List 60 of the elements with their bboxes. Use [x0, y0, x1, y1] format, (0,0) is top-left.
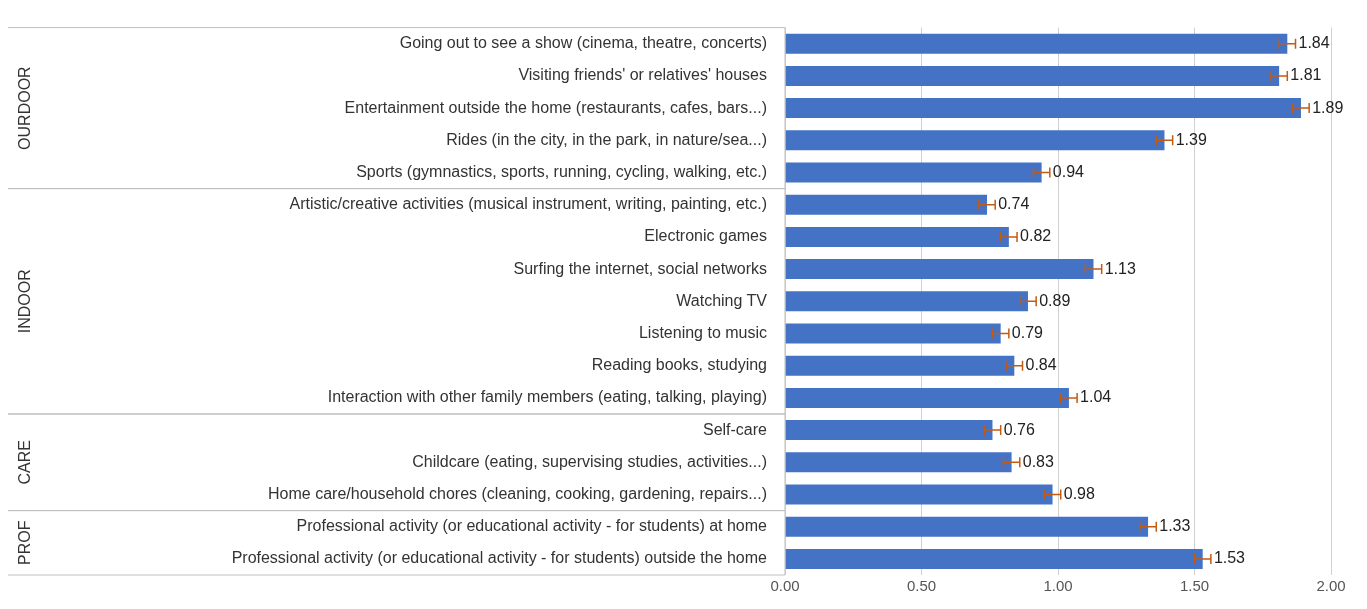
y-tick-label: Interaction with other family members (eating, talking, playing)	[327, 388, 767, 406]
bar	[785, 387, 1069, 408]
y-tick-label: Sports (gymnastics, sports, running, cycling, walking, etc.)	[356, 162, 767, 180]
bar	[785, 65, 1280, 86]
bar	[785, 452, 1012, 473]
data-label: 0.98	[1063, 484, 1095, 502]
bar	[785, 226, 1009, 247]
bar	[785, 33, 1288, 54]
y-tick-label: Going out to see a show (cinema, theatre, concerts)	[399, 34, 767, 52]
data-label: 0.84	[1025, 356, 1057, 374]
y-tick-label: Surfing the internet, social networks	[513, 259, 767, 277]
x-tick-label: 0.00	[770, 577, 800, 595]
y-tick-label: Professional activity (or educational activity - for students) outside the home	[231, 549, 768, 567]
data-label: 0.82	[1020, 227, 1052, 245]
text: OURDOOR	[16, 66, 34, 150]
data-label: 0.94	[1052, 162, 1085, 180]
bar	[785, 194, 988, 215]
y-tick-label: Entertainment outside the home (restaurants, cafes, bars...)	[344, 98, 767, 116]
bar	[785, 291, 1028, 312]
y-tick-label: Artistic/creative activities (musical instrument, writing, painting, etc.)	[289, 195, 767, 213]
y-tick-label: Childcare (eating, supervising studies, activities...)	[412, 452, 767, 470]
bar	[785, 323, 1001, 344]
text: PROF	[16, 520, 34, 566]
y-tick-label: Listening to music	[638, 323, 767, 341]
bar	[785, 259, 1094, 280]
text: INDOOR	[16, 269, 34, 334]
x-tick-label: 0.50	[906, 577, 937, 595]
bar	[785, 484, 1053, 505]
data-label: 1.04	[1080, 388, 1112, 406]
data-label: 0.79	[1011, 323, 1044, 341]
y-tick-label: Professional activity (or educational activity - for students) at home	[296, 517, 768, 535]
data-label: 1.39	[1175, 130, 1207, 148]
x-tick-label: 1.00	[1043, 577, 1073, 595]
data-label: 1.53	[1213, 549, 1246, 567]
y-tick-label: Self-care	[702, 420, 768, 438]
bar	[785, 548, 1203, 569]
data-label: 0.74	[998, 195, 1030, 213]
bar	[785, 355, 1015, 376]
bar	[785, 420, 993, 441]
bar	[785, 516, 1149, 537]
y-tick-label: Electronic games	[644, 227, 767, 245]
x-tick-label: 1.50	[1179, 577, 1210, 595]
bar	[785, 130, 1165, 151]
x-tick-label: 2.00	[1316, 577, 1346, 595]
y-tick-label: Visiting friends' or relatives' houses	[518, 66, 767, 84]
y-tick-label: Watching TV	[676, 291, 768, 309]
bar	[785, 162, 1042, 183]
data-label: 1.84	[1298, 34, 1330, 52]
data-label: 1.33	[1159, 517, 1191, 535]
data-label: 0.89	[1039, 291, 1071, 309]
bar	[785, 98, 1301, 119]
y-tick-label: Rides (in the city, in the park, in nature/sea...)	[446, 130, 767, 148]
data-label: 0.76	[1003, 420, 1035, 438]
data-label: 1.81	[1290, 66, 1322, 84]
y-tick-label: Reading books, studying	[591, 356, 767, 374]
data-label: 1.13	[1104, 259, 1136, 277]
data-label: 1.89	[1312, 98, 1344, 116]
text: CARE	[16, 440, 34, 485]
data-label: 0.83	[1022, 452, 1055, 470]
y-tick-label: Home care/household chores (cleaning, cooking, gardening, repairs...)	[268, 484, 767, 502]
